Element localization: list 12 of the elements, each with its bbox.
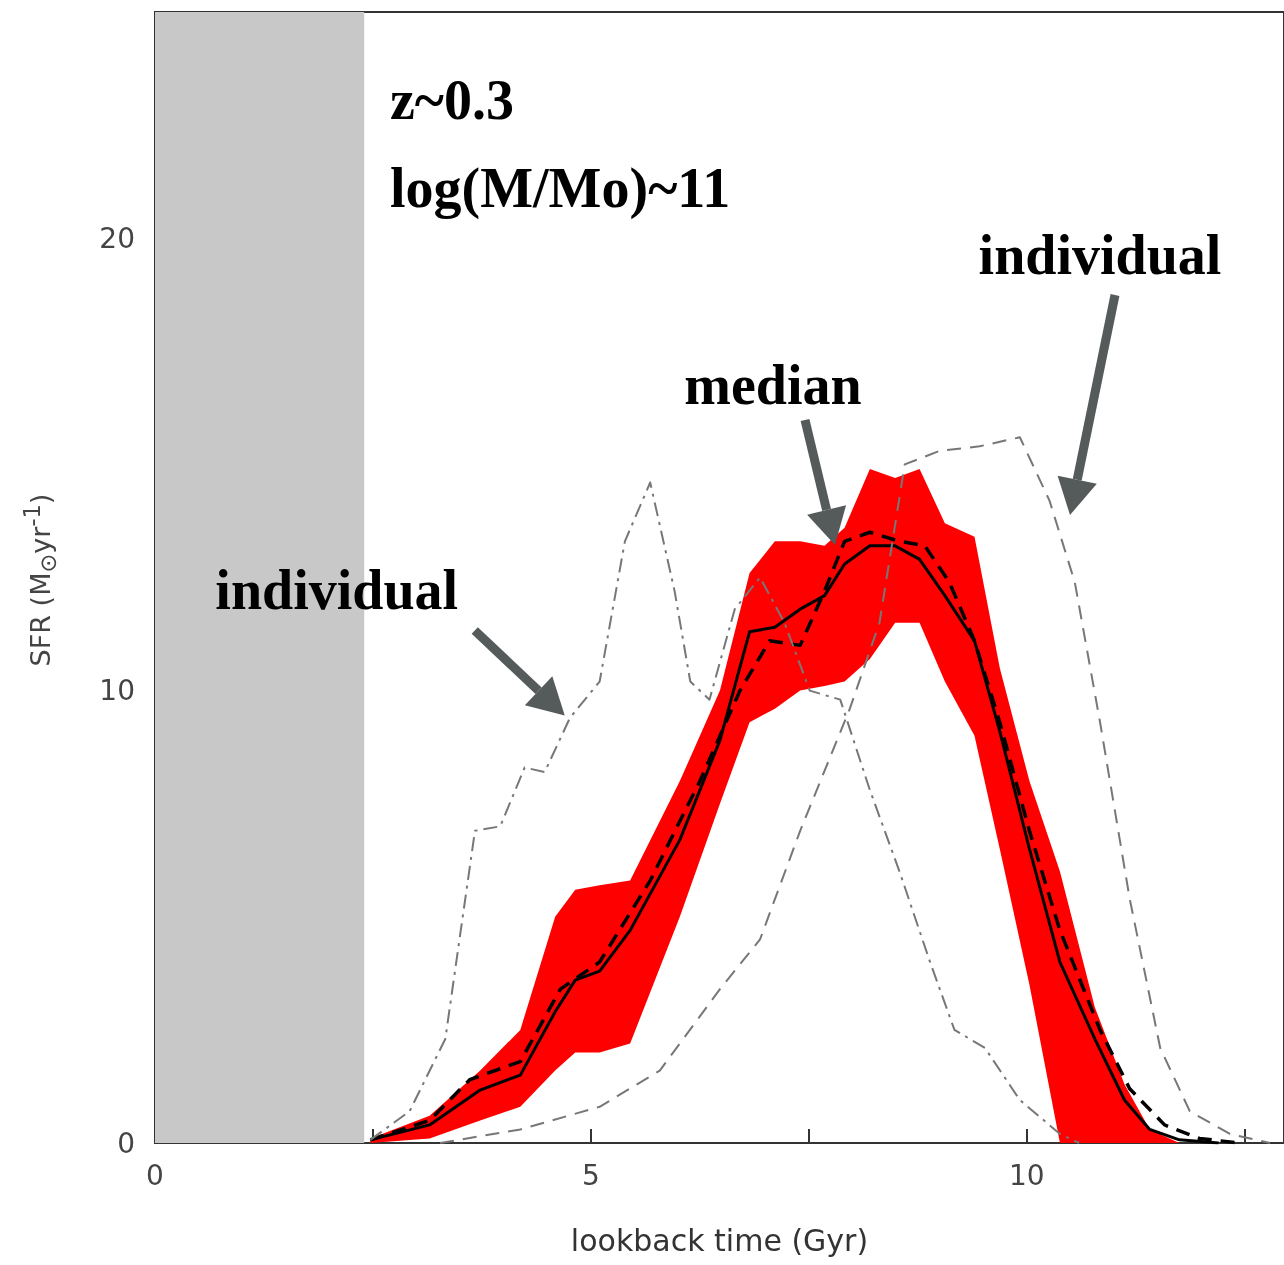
annotation: individual [215,559,459,622]
x-tick-label: 10 [1008,1158,1045,1192]
annotation: log(M/Mo)~11 [390,157,731,219]
x-axis-title: lookback time (Gyr) [570,1222,869,1258]
annotation: z~0.3 [390,69,514,131]
x-tick-label: 5 [581,1158,600,1192]
annotation: individual [978,224,1222,286]
y-tick-label: 20 [99,221,135,255]
annotation: median [684,354,862,416]
x-tick-label: 0 [146,1158,164,1192]
y-tick-label: 10 [99,674,135,708]
y-tick-label: 0 [117,1126,135,1160]
